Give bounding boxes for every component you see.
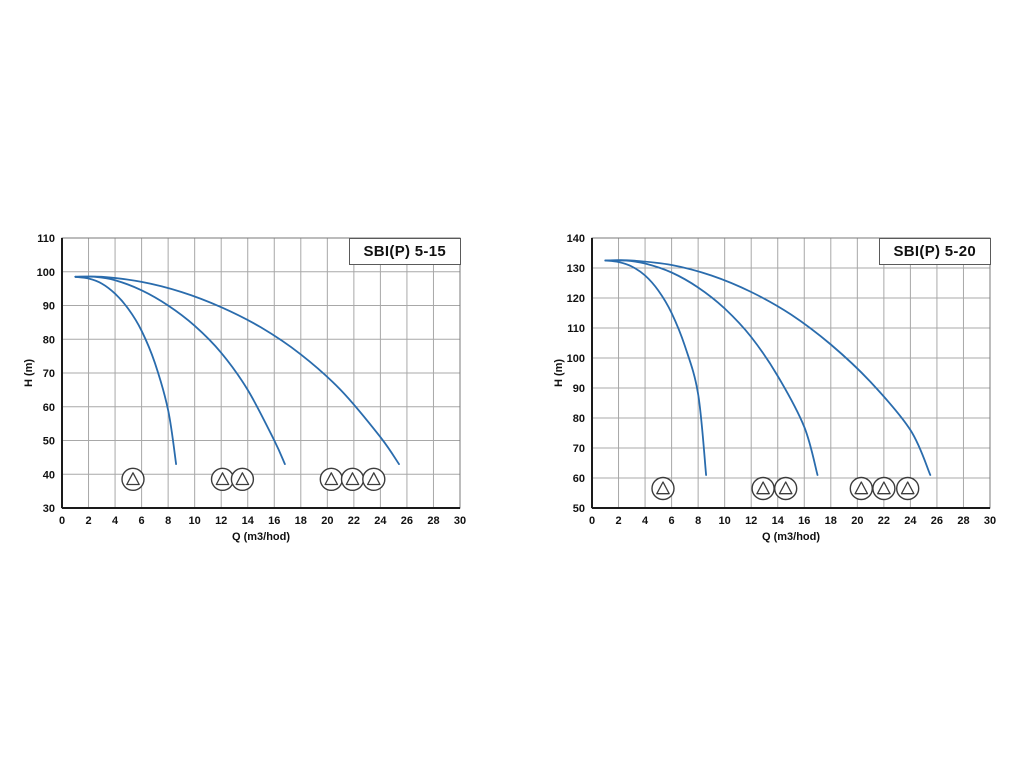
pump-curve-1-pump	[604, 259, 707, 476]
y-tick-label: 140	[567, 233, 585, 245]
x-tick-label: 12	[745, 515, 757, 527]
pump-icon	[872, 476, 896, 501]
x-tick-label: 30	[984, 515, 996, 527]
chart-title-sbip-5-20: SBI(P) 5-20	[878, 238, 991, 265]
x-tick-label: 4	[642, 515, 649, 527]
pump-curve-3-pumps	[74, 275, 400, 465]
y-tick-label: 100	[37, 267, 55, 279]
x-tick-label: 10	[189, 515, 201, 527]
x-tick-label: 8	[165, 515, 171, 527]
pump-icon	[751, 476, 775, 501]
x-tick-label: 4	[112, 515, 119, 527]
pump-icon	[319, 467, 343, 491]
y-tick-label: 30	[43, 503, 55, 515]
x-tick-label: 16	[268, 515, 280, 527]
x-tick-label: 2	[85, 515, 91, 527]
x-tick-label: 26	[931, 515, 943, 527]
pump-icon	[849, 476, 873, 501]
x-tick-label: 28	[957, 515, 969, 527]
x-tick-label: 10	[719, 515, 731, 527]
y-tick-label: 80	[43, 334, 55, 346]
y-tick-label: 40	[43, 469, 55, 481]
y-tick-label: 110	[567, 323, 585, 335]
y-axis-label: H (m)	[553, 359, 565, 387]
x-tick-label: 8	[695, 515, 701, 527]
grid	[591, 237, 991, 509]
x-tick-label: 14	[242, 515, 255, 527]
x-tick-label: 12	[215, 515, 227, 527]
x-tick-label: 20	[851, 515, 863, 527]
pump-curve-3-pumps	[604, 259, 932, 476]
y-tick-label: 110	[37, 233, 55, 245]
y-tick-label: 70	[43, 368, 55, 380]
pump-curve-1-pump	[74, 275, 177, 465]
pump-curve-2-pumps	[604, 259, 819, 476]
plot-border	[591, 237, 991, 509]
x-tick-label: 22	[878, 515, 890, 527]
pump-icon	[230, 467, 255, 491]
y-tick-label: 50	[573, 503, 585, 515]
y-tick-label: 50	[43, 436, 55, 448]
pump-curve-2-pumps	[74, 275, 286, 465]
chart-sbip-5-20: SBI(P) 5-20 50 60 70 80 90 100 110 120 130 140 0 2 4…	[550, 222, 1005, 552]
y-tick-label: 120	[567, 293, 585, 305]
x-axis-label: Q (m3/hod)	[232, 531, 290, 543]
x-axis-label: Q (m3/hod)	[762, 531, 820, 543]
x-tick-label: 16	[798, 515, 810, 527]
pump-icon	[651, 476, 675, 501]
pump-icon	[896, 476, 920, 501]
y-tick-label: 90	[573, 383, 585, 395]
y-tick-label: 90	[43, 301, 55, 313]
y-tick-label: 60	[43, 402, 55, 414]
x-tick-label: 0	[589, 515, 595, 527]
y-tick-label: 100	[567, 353, 585, 365]
y-tick-label: 70	[573, 443, 585, 455]
x-tick-label: 18	[295, 515, 307, 527]
pump-icon	[773, 476, 798, 501]
pump-icon	[121, 467, 145, 491]
x-tick-label: 22	[348, 515, 360, 527]
x-tick-label: 28	[427, 515, 439, 527]
x-tick-label: 6	[669, 515, 675, 527]
y-tick-label: 80	[573, 413, 585, 425]
x-tick-label: 14	[772, 515, 785, 527]
x-tick-label: 30	[454, 515, 466, 527]
y-tick-label: 130	[567, 263, 585, 275]
x-tick-label: 0	[59, 515, 65, 527]
chart-title-sbip-5-15: SBI(P) 5-15	[348, 238, 461, 265]
y-tick-label: 60	[573, 473, 585, 485]
x-tick-label: 20	[321, 515, 333, 527]
x-tick-label: 18	[825, 515, 837, 527]
pump-icon	[362, 467, 386, 491]
chart-sbip-5-15: SBI(P) 5-15 30 40 50 60 70 80 90 100 110 0 2 4 6 8 10 1…	[20, 222, 475, 552]
y-axis-label: H (m)	[23, 359, 35, 387]
pump-icon	[210, 467, 235, 491]
x-tick-label: 2	[615, 515, 621, 527]
x-tick-label: 6	[139, 515, 145, 527]
pump-icon	[340, 467, 365, 491]
x-tick-label: 24	[374, 515, 387, 527]
x-tick-label: 24	[904, 515, 917, 527]
x-tick-label: 26	[401, 515, 413, 527]
